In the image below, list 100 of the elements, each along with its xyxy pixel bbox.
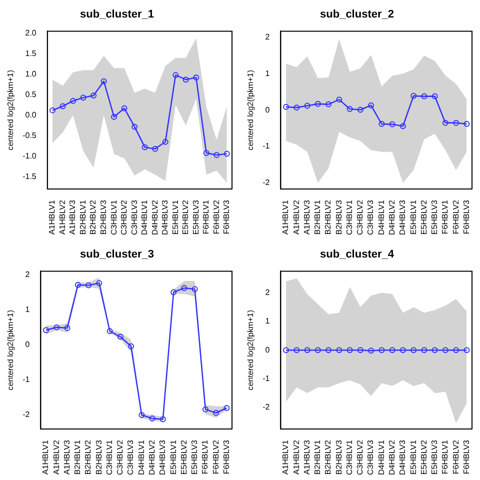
x-tick-label: E5HBLV3 (191, 199, 200, 235)
point (453, 120, 460, 126)
x-tick-label: B2HBLV1 (313, 199, 322, 235)
x-tick-label: A1HBLV2 (58, 199, 67, 235)
x-tick-label: F6HBLV1 (202, 199, 211, 234)
x-tick-label: A1HBLV3 (62, 439, 72, 475)
x-tick-label: C3HBLV2 (356, 199, 365, 236)
y-tick-label: -1 (262, 374, 270, 384)
x-tick-label: B2HBLV1 (78, 199, 88, 235)
y-tick-label: 1 (265, 316, 270, 326)
y-tick-label: 0 (265, 105, 270, 114)
x-tick-label: F6HBLV3 (222, 199, 232, 234)
point (138, 412, 145, 418)
point (70, 98, 76, 104)
x-tick-label: C3HBLV2 (356, 439, 365, 476)
y-tick-label: 1.0 (25, 69, 37, 78)
point (389, 121, 396, 128)
x-tick-label: D4HBLV3 (160, 199, 170, 236)
point (54, 324, 60, 330)
x-tick-label: E5HBLV3 (430, 439, 440, 475)
point (192, 286, 198, 292)
point (202, 406, 208, 412)
x-tick-label: B2HBLV3 (99, 199, 108, 235)
x-tick-label: F6HBLV1 (440, 439, 450, 474)
y-tick-label: -0.5 (22, 130, 37, 140)
x-tick-label: D4HBLV1 (136, 439, 146, 476)
y-tick-label: 2 (25, 270, 30, 279)
y-tick-label: 1 (25, 304, 30, 314)
y-tick-label: 0 (265, 345, 270, 354)
point (368, 102, 374, 108)
x-tick-label: D4HBLV3 (398, 199, 408, 236)
x-tick-label: E5HBLV3 (190, 439, 200, 475)
point (117, 334, 124, 340)
point (213, 410, 220, 416)
x-tick-label: C3HBLV3 (126, 439, 136, 476)
x-tick-label: E5HBLV3 (430, 199, 440, 235)
x-tick-label: B2HBLV2 (324, 199, 333, 235)
y-tick-label: -2 (262, 178, 270, 188)
x-tick-label: C3HBLV2 (116, 439, 125, 476)
point (378, 120, 385, 127)
x-tick-label: C3HBLV1 (109, 199, 118, 236)
x-tick-label: F6HBLV2 (211, 439, 220, 474)
x-tick-label: E5HBLV2 (181, 199, 190, 235)
point (170, 289, 177, 296)
point (96, 280, 102, 286)
y-tick-label: -2 (262, 402, 270, 412)
point (172, 72, 179, 78)
x-tick-label: B2HBLV3 (94, 439, 104, 475)
x-tick-label: B2HBLV2 (84, 439, 93, 475)
point (43, 327, 50, 334)
point (346, 106, 353, 112)
x-tick-label: F6HBLV1 (200, 439, 210, 474)
y-tick-label: -1.0 (22, 151, 37, 160)
x-tick-label: E5HBLV2 (419, 439, 428, 475)
x-tick-label: E5HBLV1 (408, 199, 418, 235)
y-axis-title: centered log2(fpkm+1) (246, 310, 256, 390)
y-tick-label: -1 (22, 375, 30, 384)
y-tick-label: 1.5 (25, 48, 37, 58)
point (86, 282, 92, 288)
point (100, 78, 107, 84)
point (162, 138, 168, 145)
x-tick-label: E5HBLV1 (170, 199, 180, 235)
point (193, 74, 200, 81)
chart-title: sub_cluster_1 (80, 8, 154, 21)
x-tick-label: F6HBLV3 (462, 439, 471, 474)
x-tick-label: B2HBLV3 (334, 199, 344, 235)
x-tick-label: A1HBLV1 (281, 199, 290, 235)
x-tick-label: D4HBLV2 (150, 199, 160, 236)
point (142, 144, 148, 150)
x-tick-label: E5HBLV2 (179, 439, 188, 475)
point (60, 103, 66, 110)
point (410, 92, 417, 99)
point (304, 102, 310, 109)
y-tick-label: 2 (265, 32, 270, 42)
x-tick-label: F6HBLV1 (440, 199, 450, 234)
x-tick-label: A1HBLV2 (292, 199, 301, 235)
y-axis-title: centered log2(fpkm+1) (246, 70, 256, 150)
x-tick-label: E5HBLV1 (408, 439, 418, 475)
point (442, 120, 448, 126)
y-tick-label: -1.5 (22, 172, 37, 181)
point (80, 94, 86, 101)
x-tick-label: C3HBLV3 (130, 199, 139, 236)
chart-title: sub_cluster_4 (320, 248, 395, 261)
x-tick-label: D4HBLV2 (148, 439, 156, 476)
x-tick-label: A1HBLV2 (52, 439, 61, 475)
x-tick-label: E5HBLV1 (168, 439, 178, 475)
x-tick-label: A1HBLV1 (41, 439, 50, 475)
x-tick-label: C3HBLV3 (366, 199, 376, 236)
point (90, 92, 97, 99)
y-tick-label: 2 (265, 288, 270, 297)
point (111, 114, 118, 120)
y-tick-label: 1 (265, 68, 270, 78)
point (432, 93, 438, 100)
x-tick-label: B2HBLV2 (88, 199, 98, 235)
x-tick-label: C3HBLV1 (104, 439, 114, 476)
y-tick-label: 2.0 (25, 28, 37, 38)
point (181, 285, 188, 292)
point (160, 416, 166, 422)
point (314, 100, 321, 107)
chart-title: sub_cluster_3 (80, 248, 154, 261)
